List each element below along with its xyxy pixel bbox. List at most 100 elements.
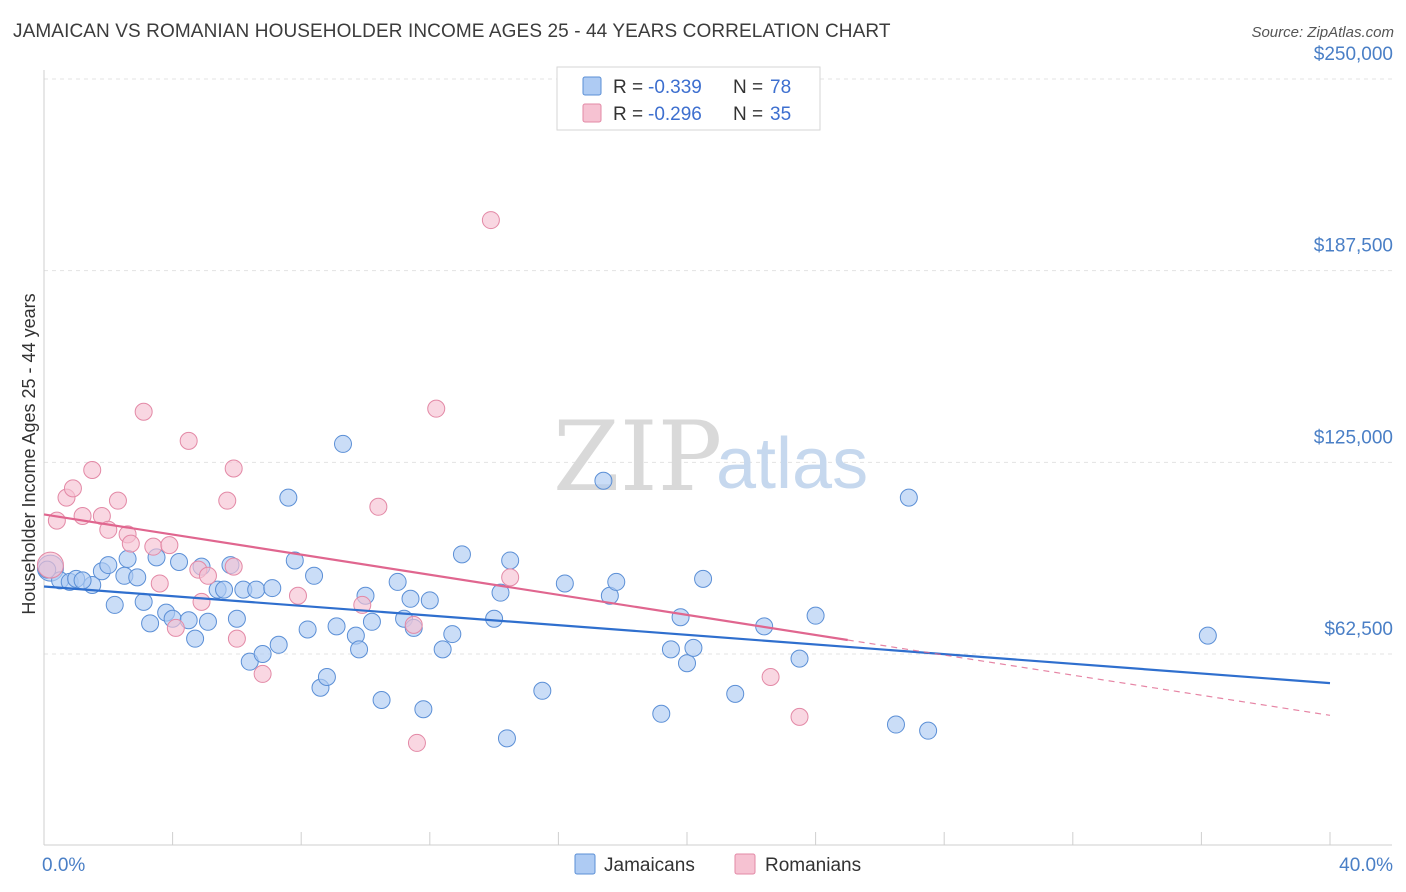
jamaican-point-66: [684, 638, 703, 657]
jamaican-point-75: [1198, 626, 1217, 645]
romanian-point-10: [121, 534, 140, 553]
jamaican-point-61: [607, 572, 626, 591]
jamaican-point-64: [671, 608, 690, 627]
romanian-point-16: [179, 431, 198, 450]
jamaican-point-57: [533, 681, 552, 700]
x-tick-labels: 0.0% 40.0%: [42, 855, 1393, 876]
jamaican-point-27: [247, 580, 266, 599]
jamaican-point-32: [285, 551, 304, 570]
romanian-point-18: [192, 592, 211, 611]
romanian-point-28: [404, 615, 423, 634]
jamaican-point-58: [555, 574, 574, 593]
jamaican-point-10: [128, 568, 147, 587]
stats-n-label-pink: N =: [733, 104, 763, 125]
romanian-point-5: [83, 461, 102, 479]
romanian-point-0: [36, 551, 64, 579]
jamaican-point-38: [333, 434, 352, 453]
romanian-trend-line: [43, 513, 848, 642]
jamaican-point-36: [317, 668, 336, 686]
jamaican-point-24: [227, 609, 246, 628]
romanian-point-3: [63, 479, 82, 498]
romanian-point-33: [761, 668, 780, 686]
jamaican-point-49: [420, 591, 439, 610]
stats-n-value-pink: 35: [770, 104, 791, 125]
jamaican-point-7: [105, 595, 124, 614]
romanian-point-8: [108, 491, 127, 510]
romanian-point-30: [427, 399, 446, 418]
stats-n-label-blue: N =: [733, 77, 763, 98]
jamaican-point-70: [790, 649, 809, 668]
jamaican-point-30: [269, 635, 288, 654]
romanian-point-29: [407, 733, 426, 752]
jamaican-point-31: [279, 488, 298, 507]
romanian-point-21: [224, 557, 243, 576]
y-tick-label-0: $62,500: [1324, 619, 1393, 640]
trend-lines: [43, 513, 1331, 716]
stats-r-label-pink: R =: [613, 104, 643, 125]
stats-swatch-pink: [582, 103, 602, 123]
jamaican-point-37: [327, 617, 346, 636]
watermark-zip: ZIP: [553, 401, 722, 513]
stats-n-value-blue: 78: [770, 77, 791, 98]
jamaican-point-16: [170, 553, 189, 571]
stats-swatch-blue: [582, 76, 602, 96]
jamaican-point-74: [919, 721, 938, 740]
romanian-point-19: [198, 566, 217, 585]
romanian-point-14: [160, 536, 179, 555]
legend: Jamaicans Romanians: [574, 853, 861, 876]
jamaican-point-63: [661, 640, 680, 659]
romanian-point-24: [253, 664, 272, 683]
romanian-point-12: [144, 537, 163, 556]
x-tick-label-1: 40.0%: [1339, 855, 1393, 876]
legend-swatch-jamaicans: [574, 853, 596, 875]
jamaican-point-42: [362, 612, 381, 631]
jamaican-point-43: [372, 691, 391, 709]
y-tick-label-3: $250,000: [1314, 44, 1393, 65]
romanian-trend-line-extension: [847, 639, 1331, 716]
romanian-point-34: [790, 707, 809, 726]
stats-box: R = -0.339 N = 78 R = -0.296 N = 35: [556, 66, 821, 131]
jamaican-trend-line: [43, 585, 1331, 685]
jamaican-point-9: [118, 549, 137, 568]
jamaican-point-22: [215, 580, 234, 599]
stats-r-value-pink: -0.296: [648, 104, 702, 125]
jamaican-point-77: [73, 571, 92, 590]
jamaican-point-29: [263, 579, 282, 598]
watermark: ZIP atlas: [553, 401, 868, 513]
romanian-point-31: [481, 211, 500, 230]
jamaican-point-72: [886, 715, 905, 734]
jamaican-point-44: [388, 572, 407, 591]
legend-swatch-romanians: [734, 853, 756, 875]
x-tick-label-0: 0.0%: [42, 855, 85, 876]
romanian-point-27: [369, 497, 388, 516]
jamaican-point-6: [99, 556, 118, 575]
stats-r-value-blue: -0.339: [648, 77, 702, 98]
jamaican-point-52: [452, 545, 471, 564]
romanian-point-32: [501, 568, 520, 587]
romanian-point-15: [166, 618, 185, 637]
romanian-point-13: [150, 574, 169, 593]
jamaican-point-33: [298, 620, 317, 639]
jamaican-point-73: [899, 488, 918, 507]
jamaican-point-46: [401, 589, 420, 608]
jamaican-point-18: [186, 629, 205, 648]
jamaican-point-68: [726, 684, 745, 703]
x-axis-ticks: [172, 832, 1331, 845]
jamaican-point-11: [134, 592, 153, 611]
jamaican-point-20: [198, 612, 217, 631]
romanian-point-23: [227, 629, 246, 648]
jamaican-point-51: [443, 625, 462, 644]
chart-title: JAMAICAN VS ROMANIAN HOUSEHOLDER INCOME …: [13, 21, 891, 42]
jamaican-point-54: [491, 583, 510, 602]
stats-r-label-blue: R =: [613, 77, 643, 98]
y-tick-label-1: $125,000: [1314, 427, 1393, 448]
romanian-point-25: [288, 586, 307, 605]
gridlines: [44, 78, 1392, 655]
jamaican-point-48: [414, 700, 433, 719]
jamaican-point-65: [678, 654, 696, 673]
jamaican-point-67: [694, 569, 713, 588]
romanian-point-22: [224, 459, 243, 478]
jamaican-point-53: [485, 609, 504, 628]
y-tick-labels: $62,500 $125,000 $187,500 $250,000: [1314, 44, 1393, 640]
